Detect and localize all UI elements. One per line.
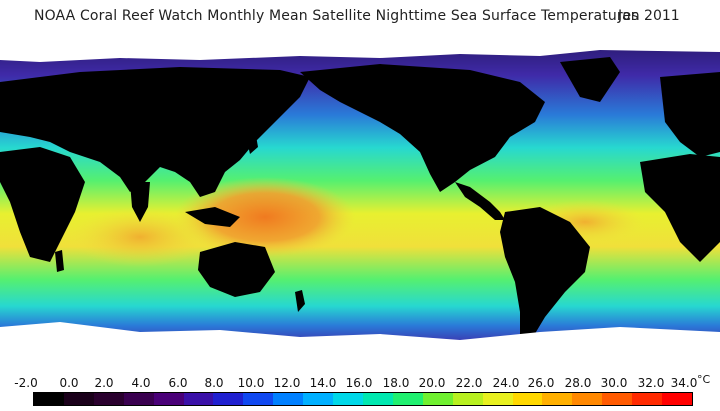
tick-label: 26.0 [527,376,555,390]
map-title: NOAA Coral Reef Watch Monthly Mean Satel… [0,8,720,28]
new-zealand [295,290,305,312]
tick-label: 28.0 [564,376,592,390]
europe-east [660,72,720,157]
africa [0,147,85,262]
central-america [455,182,505,220]
tick-label: 16.0 [345,376,373,390]
tick-label: 8.0 [204,376,224,390]
colorbar-swatch [63,393,94,405]
colorbar-swatch [273,393,304,405]
colorbar-swatch [422,393,453,405]
colorbar-swatch [333,393,363,405]
japan [245,130,258,154]
tick-label: 24.0 [492,376,520,390]
sea-ice [0,42,720,372]
colorbar-swatch [93,393,124,405]
unit-label: °C [697,373,711,386]
colorbar [33,392,693,406]
tick-label: -2.0 [14,376,38,390]
tick-label: 12.0 [273,376,301,390]
land-masses [0,57,720,342]
colorbar-swatch [632,393,663,405]
africa-west [640,154,720,262]
tick-label: 30.0 [600,376,628,390]
tick-label: 2.0 [94,376,114,390]
colorbar-swatch [123,393,154,405]
tick-label: 18.0 [382,376,410,390]
indonesia [185,207,240,227]
sst-map [0,42,720,372]
title-text: NOAA Coral Reef Watch Monthly Mean Satel… [34,8,639,24]
colorbar-swatch [602,393,633,405]
south-america [500,207,590,342]
tick-label: 14.0 [309,376,337,390]
tick-label: 34.0 [670,376,698,390]
colorbar-swatch [542,393,573,405]
colorbar-swatch [392,393,423,405]
colorbar-swatch [183,393,214,405]
greenland [560,57,620,102]
colorbar-swatch [303,393,334,405]
indian-ocean-warm-region [70,207,210,267]
colorbar-swatch [482,393,513,405]
tick-label: 22.0 [455,376,483,390]
colorbar-swatch [572,393,603,405]
madagascar [55,250,64,272]
tick-label: 10.0 [237,376,265,390]
colorbar-swatch [243,393,274,405]
tick-label: 32.0 [637,376,665,390]
title-date: Jan 2011 [618,8,680,24]
europe-asia [0,67,310,197]
colorbar-swatch [452,393,483,405]
tick-label: 0.0 [59,376,79,390]
colorbar-swatch [34,393,64,405]
colorbar-ticks: -2.0 0.0 2.0 4.0 6.0 8.0 10.0 12.0 14.0 … [0,373,720,392]
tick-label: 20.0 [418,376,446,390]
australia [198,242,275,297]
colorbar-swatch [512,393,543,405]
colorbar-swatch [362,393,393,405]
india [130,182,150,222]
colorbar-swatch [153,393,184,405]
colorbar-swatch [662,393,692,405]
arctic-ice-left [0,42,720,62]
antarctic-ice [0,322,720,372]
western-pacific-warm-pool [175,177,355,257]
tick-label: 6.0 [168,376,188,390]
tick-label: 4.0 [131,376,151,390]
north-america [300,64,545,192]
colorbar-swatch [213,393,244,405]
